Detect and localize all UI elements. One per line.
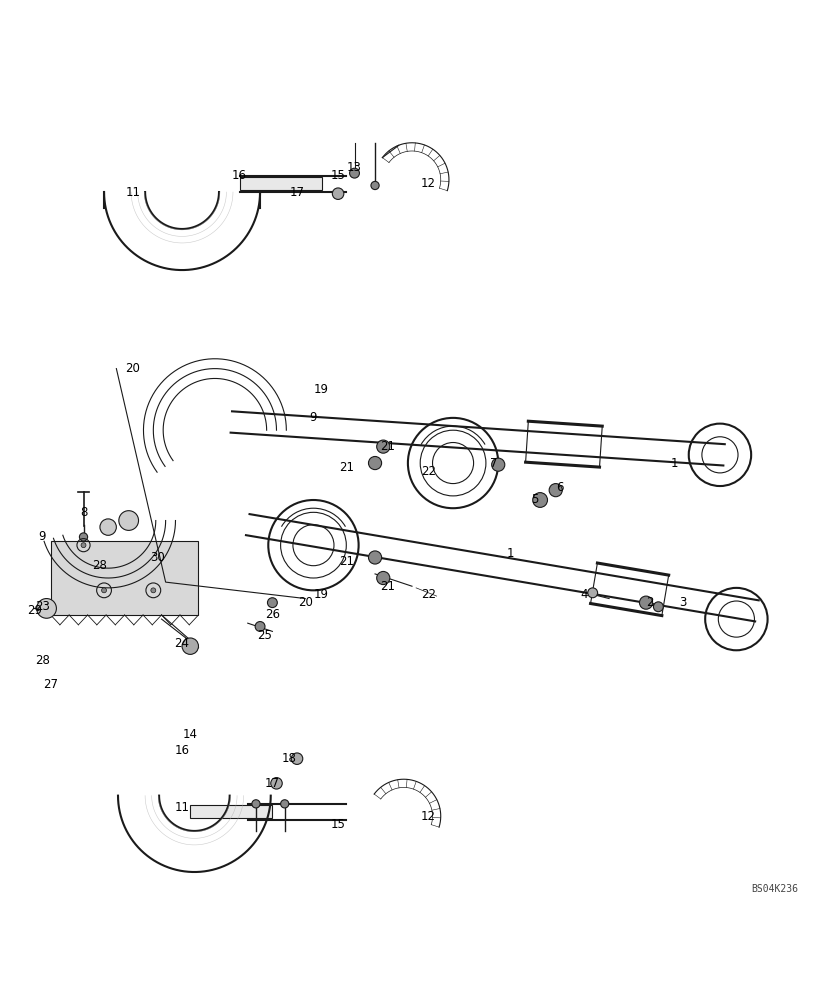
Circle shape <box>268 598 278 608</box>
Text: 22: 22 <box>421 588 436 601</box>
Text: 16: 16 <box>175 744 190 757</box>
Text: 7: 7 <box>490 457 498 470</box>
Circle shape <box>255 622 265 631</box>
Text: 28: 28 <box>92 559 107 572</box>
Text: 21: 21 <box>380 580 395 593</box>
Text: 20: 20 <box>297 596 312 609</box>
Circle shape <box>349 168 359 178</box>
Text: 1: 1 <box>507 547 514 560</box>
Text: 30: 30 <box>150 551 165 564</box>
Circle shape <box>182 638 199 654</box>
Circle shape <box>492 458 505 471</box>
Circle shape <box>281 800 289 808</box>
Text: 22: 22 <box>421 465 436 478</box>
Text: 5: 5 <box>531 493 539 506</box>
Circle shape <box>252 800 260 808</box>
Circle shape <box>549 484 562 497</box>
Circle shape <box>639 596 653 609</box>
Text: 21: 21 <box>380 440 395 453</box>
Text: 19: 19 <box>314 588 329 601</box>
Text: 16: 16 <box>232 169 247 182</box>
Circle shape <box>533 493 547 507</box>
Text: 15: 15 <box>330 169 345 182</box>
Text: 2: 2 <box>646 596 654 609</box>
Circle shape <box>100 519 116 535</box>
Text: 18: 18 <box>281 752 297 765</box>
Circle shape <box>368 456 382 470</box>
Text: BS04K236: BS04K236 <box>751 884 798 894</box>
Circle shape <box>119 511 138 530</box>
Text: 11: 11 <box>125 186 140 199</box>
FancyBboxPatch shape <box>50 541 199 615</box>
Circle shape <box>81 543 86 548</box>
Circle shape <box>291 753 302 764</box>
Circle shape <box>368 551 382 564</box>
Text: 14: 14 <box>183 728 198 741</box>
Circle shape <box>332 188 344 199</box>
Text: 4: 4 <box>581 588 588 601</box>
Text: 11: 11 <box>175 801 190 814</box>
Text: 8: 8 <box>80 506 87 519</box>
Text: 12: 12 <box>421 177 436 190</box>
Text: 12: 12 <box>421 810 436 823</box>
Circle shape <box>271 778 283 789</box>
Text: 21: 21 <box>339 461 353 474</box>
Text: 19: 19 <box>314 383 329 396</box>
Text: 29: 29 <box>26 604 42 617</box>
Text: 13: 13 <box>347 161 362 174</box>
Text: 24: 24 <box>175 637 190 650</box>
Circle shape <box>371 181 379 190</box>
Text: 1: 1 <box>671 457 678 470</box>
Text: 28: 28 <box>35 654 50 667</box>
Text: 25: 25 <box>257 629 272 642</box>
Text: 3: 3 <box>679 596 686 609</box>
FancyBboxPatch shape <box>240 177 321 190</box>
Text: 26: 26 <box>265 608 280 621</box>
FancyBboxPatch shape <box>190 805 273 818</box>
Circle shape <box>37 599 56 618</box>
Text: 20: 20 <box>125 362 140 375</box>
Circle shape <box>653 602 663 612</box>
Circle shape <box>79 533 87 541</box>
Text: 23: 23 <box>35 600 50 613</box>
Text: 27: 27 <box>43 678 59 691</box>
Text: 15: 15 <box>330 818 345 831</box>
Circle shape <box>588 588 597 598</box>
Circle shape <box>151 588 156 593</box>
Text: 6: 6 <box>556 481 564 494</box>
Text: 9: 9 <box>39 530 46 543</box>
Circle shape <box>377 440 390 453</box>
Text: 21: 21 <box>339 555 353 568</box>
Text: 9: 9 <box>310 411 317 424</box>
Circle shape <box>377 571 390 585</box>
Text: 17: 17 <box>289 186 305 199</box>
Circle shape <box>101 588 106 593</box>
Text: 17: 17 <box>265 777 280 790</box>
